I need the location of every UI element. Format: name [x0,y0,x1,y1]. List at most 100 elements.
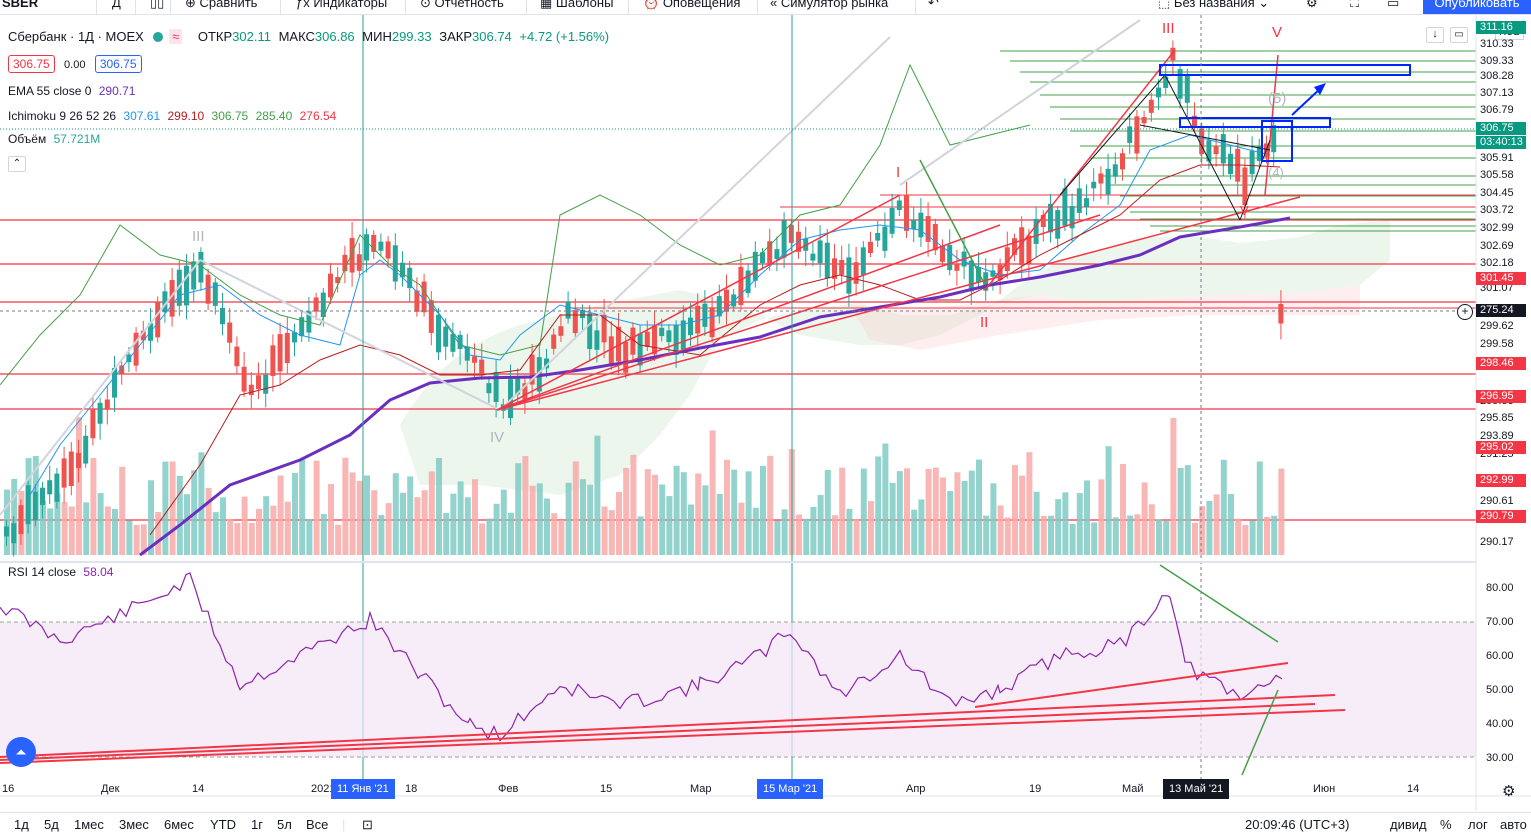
volume-bar [119,466,126,555]
range-1y[interactable]: 1г [251,817,263,832]
volume-bar [371,490,378,555]
volume-legend[interactable]: Объём 57.721M [8,132,100,146]
rectangle-zone[interactable] [1261,120,1293,162]
rsi-trendline[interactable] [0,709,1346,764]
rsi-trendline[interactable] [0,703,1316,761]
range-1d[interactable]: 1д [14,817,29,832]
indicators-button[interactable]: ƒx Индикаторы [296,0,387,13]
compare-button[interactable]: ⊕ Сравнить [185,0,257,13]
rectangle-target-zone[interactable] [1159,64,1411,76]
price-label: 302.69 [1480,240,1514,252]
replay-button[interactable]: « Симулятор рынка [770,0,888,13]
rsi-trendline[interactable] [974,662,1289,708]
maximize-icon[interactable]: ▭ [1450,27,1468,43]
candle-body [263,374,269,394]
buy-price-button[interactable]: 306.75 [94,55,142,73]
fullscreen-icon[interactable]: ⛶ [1350,0,1360,10]
volume-bar [536,483,543,555]
range-3m[interactable]: 3мес [119,817,149,832]
trendline-gray[interactable] [199,259,501,411]
price-label-highlight: 275.24 [1476,304,1526,317]
auto-toggle[interactable]: авто [1500,817,1527,832]
volume-bar [392,473,399,555]
layout-button[interactable]: ⬚ Без названия ⌄ [1158,0,1269,13]
gear-icon[interactable]: ⚙ [1502,783,1516,800]
trend-lines[interactable] [0,19,1411,516]
financials-button[interactable]: ⊙ Отчетность [420,0,504,13]
trendline-red[interactable] [496,224,1001,411]
rsi-trendline[interactable] [0,694,1336,758]
price-label-highlight: 290.79 [1476,510,1526,523]
clock[interactable]: 20:09:46 (UTC+3) [1245,817,1350,832]
camera-icon[interactable]: ▭ [1387,0,1400,10]
volume-bar [551,513,558,555]
horizontal-levels[interactable] [0,50,1476,521]
trendline-gray[interactable] [499,36,891,411]
sell-price-button[interactable]: 306.75 [8,55,55,73]
rsi-legend[interactable]: RSI 14 close 58.04 [8,565,113,579]
ema-legend[interactable]: EMA 55 close 0 290.71 [8,84,135,98]
undo-icon[interactable]: ↶ [928,0,939,10]
range-6m[interactable]: 6мес [164,817,194,832]
calendar-icon[interactable]: ⊡ [362,817,373,832]
range-ytd[interactable]: YTD [210,817,236,832]
volume-bar [1192,522,1198,555]
percent-toggle[interactable]: % [1440,817,1452,832]
wave-icon[interactable]: ≈ [169,29,183,44]
trendline-black[interactable] [1239,139,1271,221]
range-1m[interactable]: 1мес [74,817,104,832]
trendline-black[interactable] [1164,74,1241,221]
price-label: 290.61 [1480,495,1514,507]
trendline-green[interactable] [919,159,986,286]
log-toggle[interactable]: лог [1468,817,1488,832]
price-label: 310.33 [1480,38,1514,50]
arrow-down-icon[interactable]: ↓ [1426,27,1444,43]
dividends-toggle[interactable]: дивид [1390,817,1427,832]
volume-bar [90,458,97,555]
range-all[interactable]: Все [306,817,329,832]
templates-button[interactable]: ▦ Шаблоны [540,0,613,13]
candle-body [162,291,168,313]
rectangle-zone[interactable] [1179,117,1331,128]
interval-button[interactable]: Д [112,0,121,10]
ichimoku-span-b: 276.54 [299,109,337,123]
trendline-gray[interactable] [0,259,201,516]
alerts-button[interactable]: ⏰ Оповещения [643,0,740,13]
publish-button[interactable]: Опубликовать [1423,0,1531,14]
candle-body [860,247,866,275]
symbol-search[interactable]: SBER [2,0,39,10]
rsi-trendline-green[interactable] [1241,689,1279,776]
plus-circle-icon[interactable]: + [1457,304,1473,320]
top-toolbar: SBER Д ▯▯ ⊕ Сравнить ƒx Индикаторы ⊙ Отч… [0,0,1531,15]
trendline-black[interactable] [1059,74,1166,196]
ema-value: 290.71 [98,84,136,98]
candle-body [760,252,765,264]
candle-body [277,334,283,372]
ichimoku-legend[interactable]: Ichimoku 9 26 52 26 307.61 299.10 306.75… [8,109,336,123]
collapse-legend-button[interactable]: ⌃ [8,156,26,172]
volume-bar [644,469,651,555]
candles-icon[interactable]: ▯▯ [150,0,165,10]
trendline-red[interactable] [984,49,1176,291]
gear-icon[interactable]: ⚙ [1306,0,1318,10]
trendline-gray[interactable] [899,19,1141,186]
trendline-red[interactable] [496,214,1101,411]
candle-body [25,485,31,525]
range-5y[interactable]: 5л [277,817,292,832]
candle-body [832,258,837,279]
trendline-red[interactable] [1264,54,1279,196]
rsi-trendline-green[interactable] [1159,564,1279,643]
price-label: 309.33 [1480,55,1514,67]
compare-label: Сравнить [199,0,258,10]
arrow-line[interactable] [1291,86,1323,116]
symbol-title[interactable]: Сбербанк · 1Д · MOEX [8,29,144,44]
chart-canvas[interactable]: III IV I II III V (5) (4) V [0,15,1531,811]
trendline-red[interactable] [496,196,1301,411]
tradingview-logo-icon[interactable]: ⏶ [6,737,36,767]
volume-bar [709,430,716,555]
rsi-trend-lines[interactable] [0,564,1346,776]
range-5d[interactable]: 5д [44,817,59,832]
trendline-red[interactable] [496,194,901,411]
ichimoku-cloud [400,220,1390,495]
candle-body [1055,210,1061,239]
